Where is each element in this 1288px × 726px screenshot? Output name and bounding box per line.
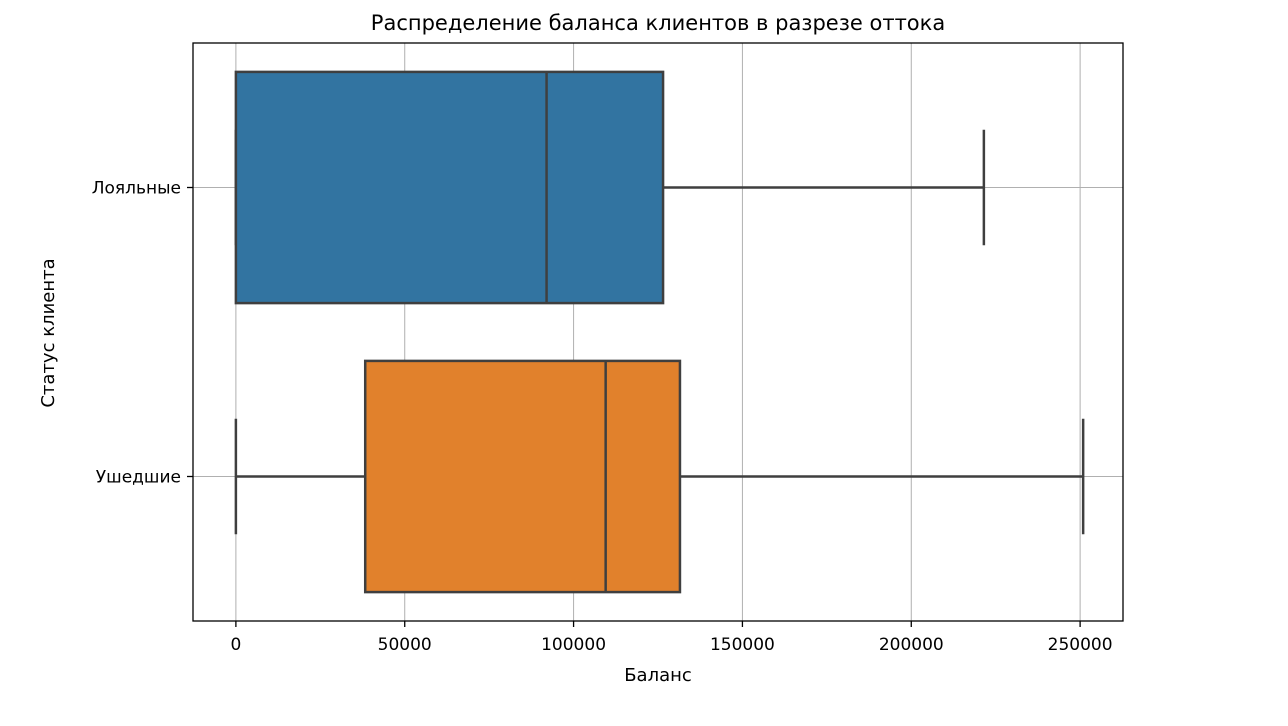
plot-area-frame — [192, 42, 1124, 622]
boxes — [234, 70, 1085, 594]
box-iqr — [363, 359, 682, 594]
x-tick-label: 250000 — [1048, 635, 1113, 655]
box-1 — [234, 70, 986, 305]
x-tick-label: 150000 — [710, 635, 775, 655]
x-tick-label: 0 — [230, 635, 241, 655]
chart-title: Распределение баланса клиентов в разрезе… — [371, 11, 945, 35]
y-tick-label: Лояльные — [92, 179, 181, 199]
x-tick-label: 100000 — [541, 635, 606, 655]
y-axis-label: Статус клиента — [38, 258, 59, 407]
y-axis-ticks: Лояльные Ушедшие — [92, 179, 193, 488]
box-2 — [234, 359, 1085, 594]
x-tick-label: 50000 — [378, 635, 432, 655]
y-tick-label: Ушедшие — [96, 468, 181, 488]
box-iqr — [234, 70, 665, 305]
x-axis-label: Баланс — [624, 665, 692, 686]
x-axis-ticks: 0 50000 100000 150000 200000 250000 — [230, 621, 1113, 655]
x-tick-label: 200000 — [879, 635, 944, 655]
